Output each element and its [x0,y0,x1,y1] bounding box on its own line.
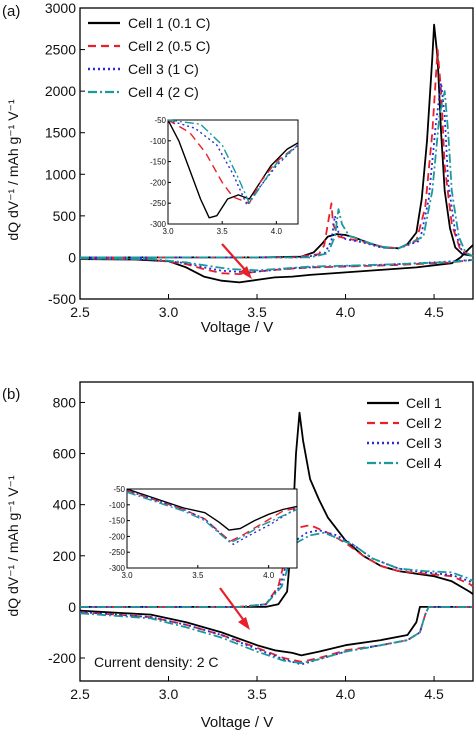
inset-y-tick-label: -250 [109,548,126,557]
x-tick-label: 3.0 [159,686,179,702]
current-density-annotation: Current density: 2 C [94,654,219,670]
series-1-discharge-line [79,606,473,657]
legend-a-label-2: Cell 2 (0.5 C) [128,38,210,54]
arrow-a [221,243,252,279]
inset-x-tick-label: 3.5 [217,227,229,236]
inset-series-1-line [167,119,299,219]
inset-frame [167,119,299,225]
y-tick-label: 600 [53,446,77,462]
inset-y-tick-label: -150 [109,517,126,526]
inset-x-tick-label: 3.0 [162,227,174,236]
inset-y-tick-label: -50 [154,116,166,125]
plot-area-b [79,381,474,682]
legend-a-label-3: Cell 3 (1 C) [128,61,199,77]
y-tick-label: 500 [53,208,77,224]
inset-series-3-line [167,119,299,207]
inset-x-tick-label: 4.0 [263,571,275,580]
series-2-discharge-line [79,257,474,276]
y-tick-label: 3000 [45,0,76,16]
panel-label-a: (a) [2,3,20,20]
y-tick-label: 200 [53,548,77,564]
inset-series-4-line [126,491,298,544]
panel-label-b: (b) [2,386,20,403]
x-tick-label: 2.5 [70,686,90,702]
series-2-discharge-line [79,606,473,663]
y-tick-label: 1500 [45,125,76,141]
x-tick-label: 4.0 [336,686,356,702]
plot-frame [79,381,474,682]
y-axis-label-a: dQ dV⁻¹ / mAh g⁻¹ V⁻¹ [5,99,21,241]
legend-a: Cell 1 (0.1 C) Cell 2 (0.5 C) Cell 3 (1 … [88,15,210,100]
plot-frame [79,7,474,300]
inset-x-tick-label: 4.0 [271,227,283,236]
y-tick-label: -500 [48,291,76,307]
inset-series-2-line [167,119,299,204]
inset-x-tick-label: 3.5 [192,571,204,580]
inset-y-tick-label: -300 [109,564,126,573]
inset-y-tick-label: -250 [150,199,167,208]
legend-b-label-2: Cell 2 [406,415,442,431]
inset-y-tick-label: -200 [109,532,126,541]
x-tick-label: 3.5 [247,304,267,320]
y-tick-label: 2500 [45,42,76,58]
inset-x-tick-label: 3.0 [121,571,133,580]
legend-b-label-3: Cell 3 [406,435,442,451]
y-tick-label: -200 [48,650,76,666]
curves-b [79,411,474,666]
ticks-b: 2.5 3.0 3.5 4.0 4.5 -200 0 200 400 600 800 [48,394,444,702]
curves-a [79,23,474,284]
inset-y-tick-label: -300 [150,220,167,229]
x-tick-label: 3.5 [247,686,267,702]
chart-panel-b: (b) 2.5 3.0 3.5 4.0 4.5 -200 0 200 400 600 800 Cel… [2,381,474,731]
chart-panel-a: (a) 2.5 3.0 3.5 4.0 4.5-50005001000150020002… [2,0,474,336]
inset-y-tick-label: -100 [150,137,167,146]
series-2-charge-line [80,48,474,259]
inset-y-tick-label: -50 [113,485,125,494]
inset-b: 3.0 3.5 4.0 -50 -100 -150 -200 -250 -300 [109,485,298,580]
legend-b-label-4: Cell 4 [406,455,442,471]
legend-a-label-4: Cell 4 (2 C) [128,84,199,100]
x-axis-label-a: Voltage / V [201,319,274,336]
legend-a-label-1: Cell 1 (0.1 C) [128,15,210,31]
x-tick-label: 4.5 [424,686,444,702]
inset-series-1-line [126,488,298,531]
x-tick-label: 2.5 [70,304,90,320]
inset-y-tick-label: -100 [109,501,126,510]
y-tick-label: 0 [68,599,76,615]
inset-series-2-line [126,489,298,542]
series-1-charge-line [80,411,474,608]
arrow-b [219,587,250,630]
legend-b-label-1: Cell 1 [406,395,442,411]
series-4-charge-line [80,90,474,259]
inset-y-tick-label: -150 [150,158,167,167]
series-4-discharge-line [79,257,474,272]
x-tick-label: 4.0 [336,304,356,320]
y-tick-label: 1000 [45,166,76,182]
plot-area-a [79,7,474,300]
inset-a: 3.0 3.5 4.0 -50 -100 -150 -200 -250 -300 [150,116,299,236]
inset-y-tick-label: -200 [150,178,167,187]
inset-frame [126,488,298,569]
y-tick-label: 800 [53,394,77,410]
inset-series-4-line [167,119,299,204]
series-4-charge-line [80,531,474,608]
y-tick-label: 0 [68,249,76,265]
series-4-discharge-line [79,606,473,664]
x-tick-label: 4.5 [424,304,444,320]
y-axis-label-b: dQ dV⁻¹ / mAh g⁻¹ V⁻¹ [5,475,21,617]
y-tick-label: 400 [53,497,77,513]
x-tick-label: 3.0 [159,304,179,320]
ticks-a: 2.5 3.0 3.5 4.0 4.5 -500 0 500 1000 1500 2000 2500 3… [45,0,444,320]
y-tick-label: 2000 [45,83,76,99]
x-axis-label-b: Voltage / V [201,714,274,731]
legend-b: Cell 1 Cell 2 Cell 3 Cell 4 [367,395,442,471]
